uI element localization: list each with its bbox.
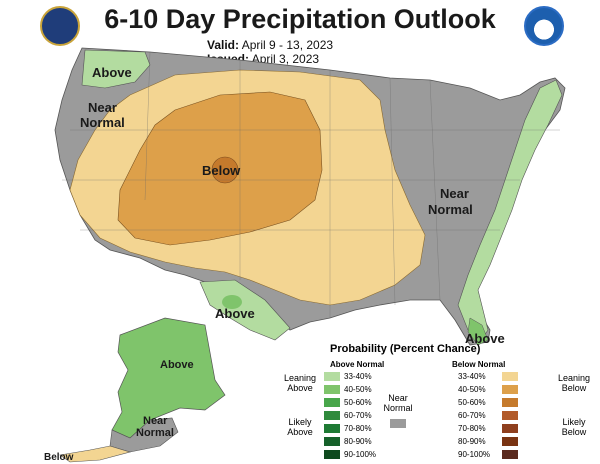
legend-below-swatch bbox=[502, 437, 518, 446]
legend-below-swatch bbox=[502, 372, 518, 381]
legend-near-line2: Normal bbox=[383, 403, 413, 413]
legend-likely-above: Likely Above bbox=[280, 417, 320, 437]
above-east-region bbox=[457, 79, 563, 343]
legend-below-swatch bbox=[502, 450, 518, 459]
valid-value: April 9 - 13, 2023 bbox=[241, 38, 334, 52]
label-above-tx: Above bbox=[215, 306, 255, 321]
legend-below-swatch bbox=[502, 411, 518, 420]
legend-likely-below-line1: Likely bbox=[562, 417, 586, 427]
label-below-center: Below bbox=[202, 163, 241, 178]
legend-leaning-below-line2: Below bbox=[561, 383, 587, 393]
alaska-below-region bbox=[59, 445, 132, 463]
above-nw-region bbox=[81, 49, 151, 89]
legend-near-swatch bbox=[390, 419, 406, 428]
legend-above-range-label: 40-50% bbox=[344, 385, 372, 394]
noaa-logo-icon bbox=[524, 6, 564, 46]
legend-title: Probability (Percent Chance) bbox=[330, 343, 481, 355]
legend-below-range-label: 40-50% bbox=[458, 385, 486, 394]
legend-above-range-label: 70-80% bbox=[344, 424, 372, 433]
legend-below-range-label: 90-100% bbox=[458, 450, 491, 459]
legend: Probability (Percent Chance) Above Norma… bbox=[280, 343, 598, 463]
label-near-normal-ak-2: Normal bbox=[136, 427, 174, 439]
above-tx-40-50-region bbox=[222, 295, 242, 309]
legend-above-range-label: 90-100% bbox=[344, 450, 377, 459]
legend-above-swatch bbox=[324, 450, 340, 459]
legend-below-swatch bbox=[502, 398, 518, 407]
label-above-nw: Above bbox=[92, 65, 132, 80]
legend-above-swatch bbox=[324, 398, 340, 407]
label-below-ak: Below bbox=[44, 452, 74, 463]
label-near-normal-e-2: Normal bbox=[428, 202, 473, 217]
valid-dates: Valid: April 9 - 13, 2023 bbox=[207, 38, 333, 52]
state-boundaries bbox=[62, 51, 560, 318]
legend-leaning-below: Leaning Below bbox=[552, 373, 596, 393]
page-title: 6-10 Day Precipitation Outlook bbox=[104, 4, 496, 34]
legend-below-swatch bbox=[502, 385, 518, 394]
label-near-normal-nw-2: Normal bbox=[80, 115, 125, 130]
legend-likely-below: Likely Below bbox=[552, 417, 596, 437]
legend-above-swatch bbox=[324, 411, 340, 420]
legend-below-range-label: 80-90% bbox=[458, 437, 486, 446]
legend-above-swatch bbox=[324, 437, 340, 446]
legend-above-header: Above Normal bbox=[330, 360, 385, 369]
legend-above-range-label: 50-60% bbox=[344, 398, 372, 407]
legend-likely-above-line1: Likely bbox=[288, 417, 312, 427]
valid-label: Valid: bbox=[207, 38, 240, 52]
legend-above-swatch bbox=[324, 424, 340, 433]
legend-below-range-label: 60-70% bbox=[458, 411, 486, 420]
legend-leaning-below-line1: Leaning bbox=[557, 373, 591, 383]
doc-seal-icon bbox=[40, 6, 80, 46]
label-above-ak: Above bbox=[160, 359, 194, 371]
label-near-normal-e-1: Near bbox=[440, 186, 469, 201]
issued-value: April 3, 2023 bbox=[251, 52, 320, 66]
above-tx-region bbox=[199, 279, 291, 341]
label-near-normal-ak-1: Near bbox=[143, 415, 168, 427]
label-above-fl: Above bbox=[465, 331, 505, 346]
legend-leaning-above: Leaning Above bbox=[280, 373, 320, 393]
legend-near-line1: Near bbox=[388, 393, 408, 403]
legend-likely-above-line2: Above bbox=[287, 427, 313, 437]
legend-above-range-label: 60-70% bbox=[344, 411, 372, 420]
legend-below-range-label: 70-80% bbox=[458, 424, 486, 433]
below-50-60-region bbox=[211, 156, 239, 184]
legend-leaning-above-line1: Leaning bbox=[283, 373, 317, 383]
legend-likely-below-line2: Below bbox=[561, 427, 587, 437]
above-fl-40-50-region bbox=[467, 317, 489, 346]
legend-below-header: Below Normal bbox=[452, 360, 506, 369]
legend-above-swatch bbox=[324, 385, 340, 394]
legend-below-range-label: 33-40% bbox=[458, 372, 486, 381]
legend-below-swatch bbox=[502, 424, 518, 433]
legend-leaning-above-line2: Above bbox=[287, 383, 313, 393]
legend-above-range-label: 80-90% bbox=[344, 437, 372, 446]
legend-near-normal: Near Normal bbox=[380, 393, 416, 413]
label-near-normal-nw-1: Near bbox=[88, 100, 117, 115]
legend-below-range-label: 50-60% bbox=[458, 398, 486, 407]
legend-above-range-label: 33-40% bbox=[344, 372, 372, 381]
legend-above-swatch bbox=[324, 372, 340, 381]
